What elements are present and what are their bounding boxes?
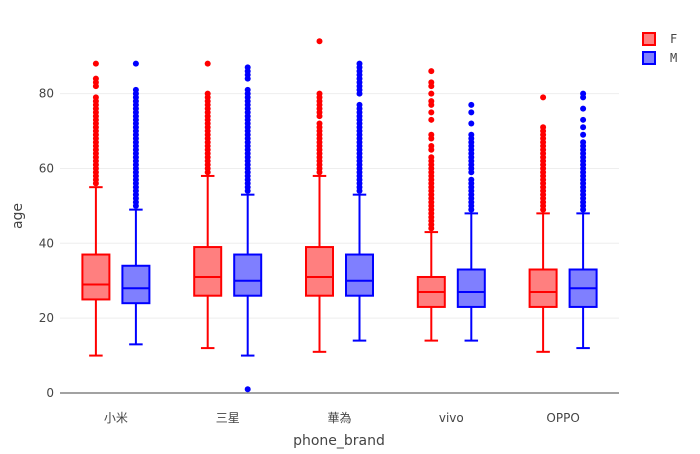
y-tick-label: 80 [39, 87, 54, 101]
outlier-point [316, 120, 323, 127]
box-M-3[interactable] [456, 101, 486, 342]
outlier-point [132, 86, 139, 93]
y-axis-title: age [10, 203, 26, 229]
x-axis-title: phone_brand [293, 433, 385, 449]
legend-label: F [670, 32, 677, 46]
box-iqr [456, 268, 486, 308]
outlier-point [580, 90, 587, 97]
box-M-0[interactable] [121, 60, 151, 346]
legend-swatch [642, 32, 656, 46]
grid-layer [60, 93, 619, 319]
outlier-point [244, 386, 251, 393]
outlier-point [92, 60, 99, 67]
legend-item-F[interactable]: F [642, 32, 677, 46]
outlier-point [428, 98, 435, 105]
x-tick-label: vivo [439, 411, 464, 425]
outlier-point [356, 60, 363, 67]
outlier-point [428, 79, 435, 86]
outlier-point [468, 120, 475, 127]
y-tick-label: 40 [39, 236, 54, 250]
legend-swatch [642, 51, 656, 65]
outlier-point [580, 124, 587, 131]
box-iqr [81, 253, 111, 301]
outlier-point [580, 139, 587, 146]
outlier-point [468, 131, 475, 138]
outlier-point [204, 60, 211, 67]
x-tick-label: 華為 [327, 411, 351, 425]
outlier-point [428, 116, 435, 123]
legend[interactable]: FM [642, 32, 677, 65]
legend-label: M [670, 51, 677, 65]
y-tick-label: 0 [46, 386, 54, 400]
outlier-point [204, 90, 211, 97]
box-F-3[interactable] [416, 68, 446, 342]
outlier-point [316, 38, 323, 45]
box-M-1[interactable] [233, 64, 263, 393]
outlier-point [92, 94, 99, 101]
outlier-point [428, 131, 435, 138]
axis-layer: 0 20 40 60 80 小米 三星 華為 vivo OPPO [39, 87, 619, 425]
outlier-point [468, 101, 475, 108]
box-F-4[interactable] [528, 94, 558, 353]
x-tick-label: 小米 [104, 411, 128, 425]
outlier-point [428, 154, 435, 161]
box-F-0[interactable] [81, 60, 111, 357]
box-F-1[interactable] [193, 60, 223, 350]
box-iqr [121, 264, 151, 305]
outlier-point [468, 109, 475, 116]
outlier-point [92, 75, 99, 82]
outlier-point [132, 60, 139, 67]
outlier-point [244, 64, 251, 71]
outlier-point [580, 116, 587, 123]
legend-item-M[interactable]: M [642, 51, 677, 65]
y-tick-label: 20 [39, 311, 54, 325]
box-M-4[interactable] [568, 90, 598, 350]
box-iqr [305, 246, 334, 297]
box-iqr [233, 253, 263, 297]
outlier-point [428, 109, 435, 116]
x-tick-label: OPPO [546, 411, 579, 425]
outlier-point [540, 94, 547, 101]
y-tick-label: 60 [39, 161, 54, 175]
outlier-point [580, 131, 587, 138]
outlier-point [316, 90, 323, 97]
outlier-point [244, 86, 251, 93]
box-iqr [528, 268, 558, 308]
outlier-point [428, 90, 435, 97]
box-iqr [193, 246, 223, 297]
outlier-point [356, 101, 363, 108]
outlier-point [428, 68, 435, 75]
outlier-point [540, 124, 547, 131]
outlier-point [468, 176, 475, 183]
outlier-point [428, 143, 435, 150]
box-M-2[interactable] [345, 60, 374, 342]
box-iqr [345, 253, 374, 297]
box-F-2[interactable] [305, 38, 334, 353]
outlier-point [580, 105, 587, 112]
box-layer [81, 38, 598, 393]
x-tick-label: 三星 [216, 411, 240, 425]
